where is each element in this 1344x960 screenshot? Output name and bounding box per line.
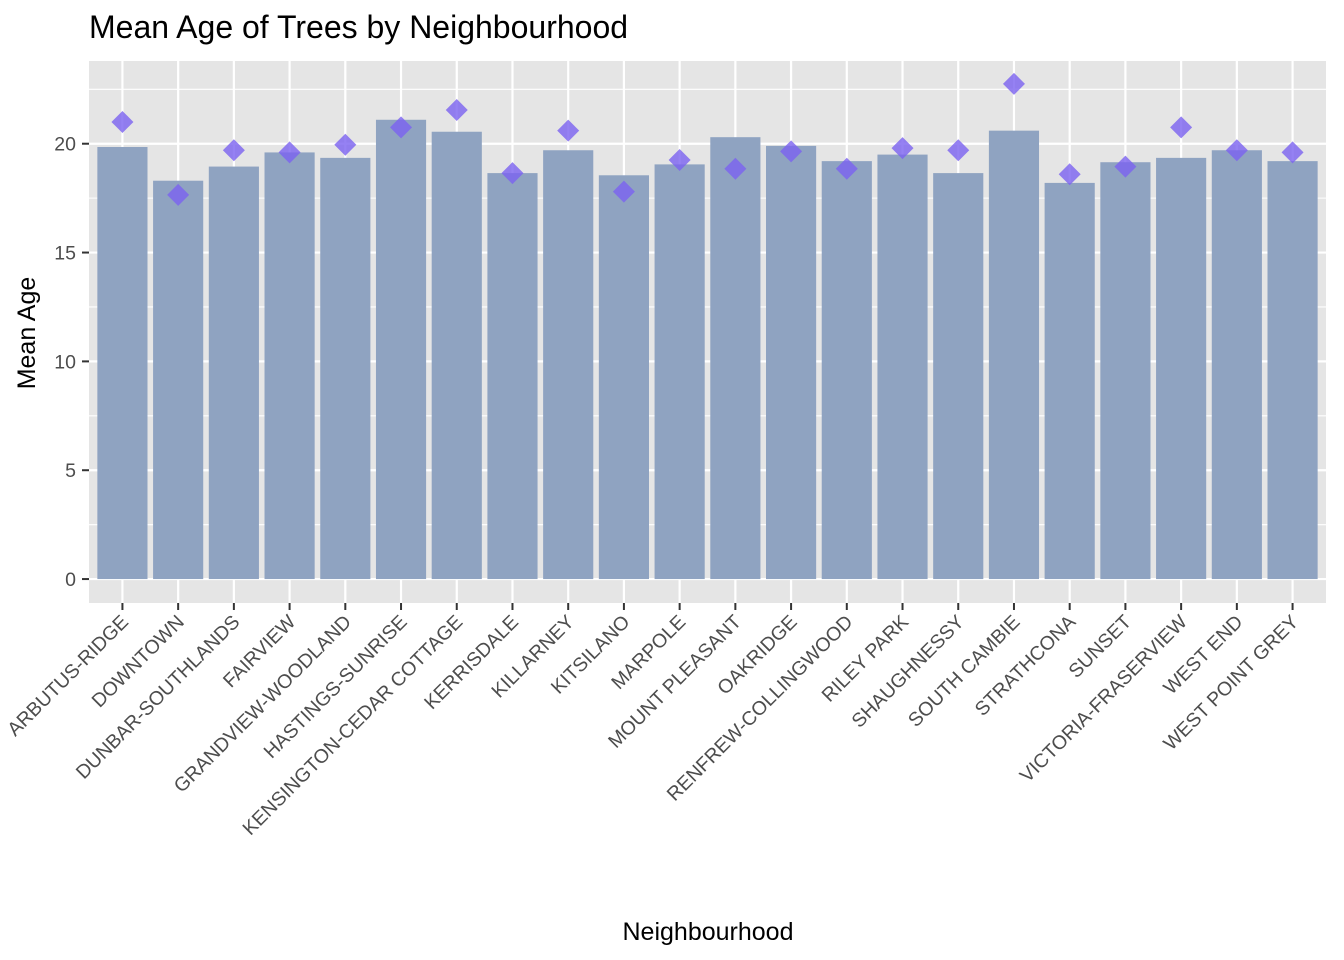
bar xyxy=(1044,182,1095,580)
diamond-point xyxy=(1058,163,1081,186)
diamond-point xyxy=(1114,155,1137,178)
bar xyxy=(988,130,1040,580)
diamond-point xyxy=(891,137,914,160)
y-tick-label: 0 xyxy=(65,569,76,591)
bar xyxy=(1267,161,1318,580)
diamond-point xyxy=(724,157,747,180)
diamond-point xyxy=(167,183,190,206)
diamond-point xyxy=(612,180,635,203)
diamond-point xyxy=(278,141,301,164)
diamond-point xyxy=(1225,139,1248,162)
y-tick-label: 20 xyxy=(54,134,76,156)
bar xyxy=(543,150,594,580)
bar xyxy=(153,180,204,580)
diamond-point xyxy=(1002,72,1025,95)
diamond-point xyxy=(1170,116,1193,139)
y-axis-title: Mean Age xyxy=(13,277,41,390)
diamond-point xyxy=(222,139,245,162)
bar xyxy=(431,131,482,580)
diamond-point xyxy=(1281,141,1304,164)
diamond-point xyxy=(501,162,524,185)
bar xyxy=(264,152,315,580)
diamond-point xyxy=(557,119,580,142)
y-axis: 0 5 10 15 20 xyxy=(54,134,89,591)
diamond-point xyxy=(390,116,413,139)
diamond-series xyxy=(111,72,1304,206)
bar xyxy=(375,119,427,580)
diamond-point xyxy=(445,98,468,121)
diamond-point xyxy=(111,110,134,133)
bar xyxy=(598,175,649,580)
bar xyxy=(1211,150,1262,580)
bar xyxy=(1100,162,1151,580)
bar xyxy=(97,146,148,580)
bar xyxy=(320,157,371,580)
chart-title: Mean Age of Trees by Neighbourhood xyxy=(89,9,628,45)
x-axis-title: Neighbourhood xyxy=(623,918,794,946)
diamond-point xyxy=(334,133,357,156)
bar xyxy=(933,173,984,580)
bar xyxy=(487,173,538,580)
diamond-point xyxy=(780,140,803,163)
diamond-point xyxy=(668,149,691,172)
bar-series xyxy=(97,119,1318,580)
bar xyxy=(1156,157,1207,580)
x-tick-label: STRATHCONA xyxy=(971,611,1081,721)
bar xyxy=(208,166,259,580)
bar xyxy=(821,161,872,580)
y-tick-label: 15 xyxy=(54,243,76,265)
x-axis: ARBUTUS-RIDGEDOWNTOWNDUNBAR-SOUTHLANDSFA… xyxy=(3,603,1303,840)
diamond-point xyxy=(947,139,970,162)
y-tick-label: 10 xyxy=(54,351,76,373)
y-tick-label: 5 xyxy=(65,460,76,482)
diamond-point xyxy=(835,157,858,180)
bar xyxy=(877,154,928,580)
bar xyxy=(766,145,817,580)
bar xyxy=(710,137,761,580)
bar xyxy=(654,164,705,580)
